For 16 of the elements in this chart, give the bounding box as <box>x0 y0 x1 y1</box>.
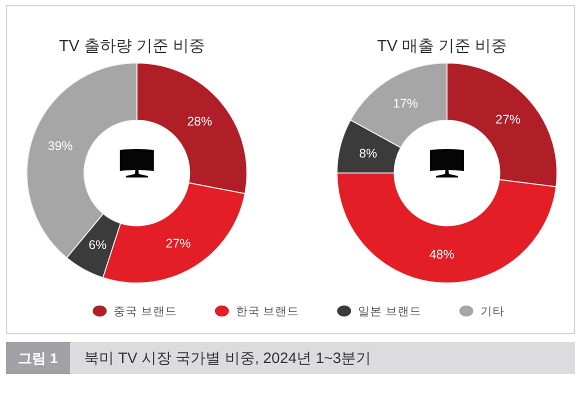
data-label: 27% <box>496 112 521 127</box>
data-label: 39% <box>48 138 73 153</box>
data-label: 48% <box>429 248 454 262</box>
series-title: TV 매출 기준 비중 <box>377 38 507 55</box>
caption: 그림 1 <box>18 350 58 366</box>
data-label: 28% <box>187 114 212 129</box>
legend-label: 한국 브랜드 <box>236 306 300 318</box>
data-label: 6% <box>88 238 107 252</box>
data-label: 17% <box>393 96 418 110</box>
chart-title: 북미 TV 시장 국가별 비중, 2024년 1~3분기 <box>84 350 372 367</box>
legend-label: 기타 <box>480 306 504 318</box>
legend-label: 중국 브랜드 <box>114 306 177 318</box>
data-label: 8% <box>359 146 378 160</box>
legend-label: 일본 브랜드 <box>358 306 422 318</box>
series-title: TV 출하량 기준 비중 <box>58 38 205 55</box>
data-label: 27% <box>166 236 191 251</box>
